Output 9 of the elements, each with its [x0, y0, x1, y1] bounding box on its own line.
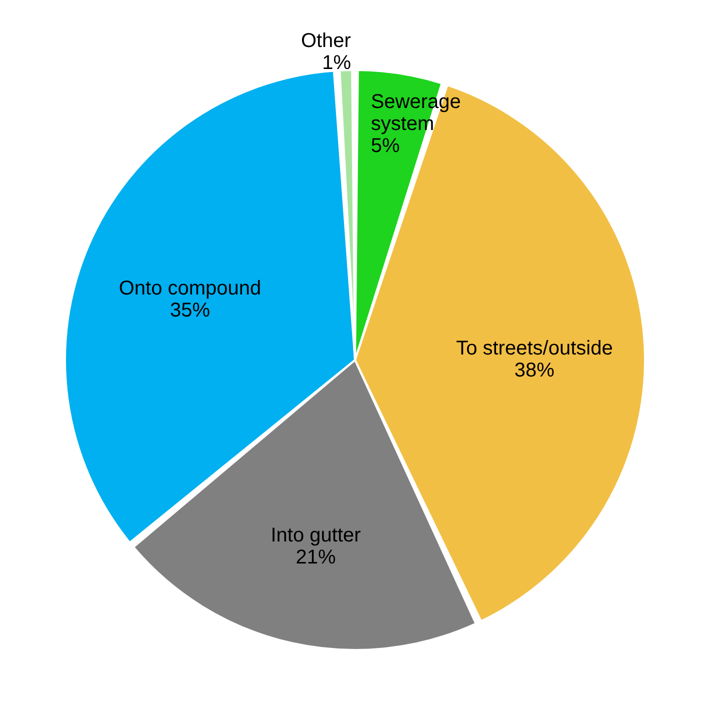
- data-label: 35%: [170, 300, 210, 322]
- data-label: 21%: [296, 546, 336, 568]
- slice-label: Onto compound: [118, 278, 262, 300]
- slice-label: Other: [300, 30, 352, 52]
- slice-label: To streets/outside: [456, 338, 613, 360]
- data-label: 5%: [370, 135, 400, 158]
- data-label: 1%: [322, 52, 352, 74]
- slice-label: Into gutter: [270, 524, 362, 546]
- data-label: 38%: [514, 360, 555, 382]
